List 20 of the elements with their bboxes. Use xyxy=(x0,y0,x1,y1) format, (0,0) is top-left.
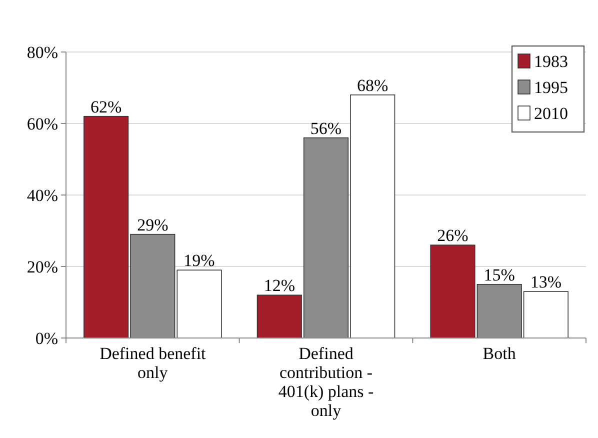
y-tick-label: 20% xyxy=(26,257,58,276)
y-tick-label: 60% xyxy=(26,114,58,134)
legend-label: 1995 xyxy=(534,78,568,97)
x-tick-label: Defined benefit only xyxy=(100,344,206,382)
data-label: 29% xyxy=(137,215,168,234)
data-label: 56% xyxy=(310,118,342,138)
data-label: 62% xyxy=(90,97,122,116)
y-tick-label: 40% xyxy=(26,186,58,205)
legend-label: 1983 xyxy=(534,52,568,71)
data-label: 12% xyxy=(264,276,295,296)
data-label: 15% xyxy=(484,265,515,284)
legend-label: 2010 xyxy=(534,104,568,123)
y-tick-label: 0% xyxy=(35,328,58,348)
data-label: 68% xyxy=(357,76,388,95)
data-label: 19% xyxy=(184,251,215,270)
x-tick-label: Defined contribution - 401(k) plans - only xyxy=(278,344,374,420)
y-tick-label: 80% xyxy=(26,42,58,62)
x-tick-label: Both xyxy=(482,344,516,363)
data-label: 13% xyxy=(530,272,562,292)
data-label: 26% xyxy=(437,226,468,246)
